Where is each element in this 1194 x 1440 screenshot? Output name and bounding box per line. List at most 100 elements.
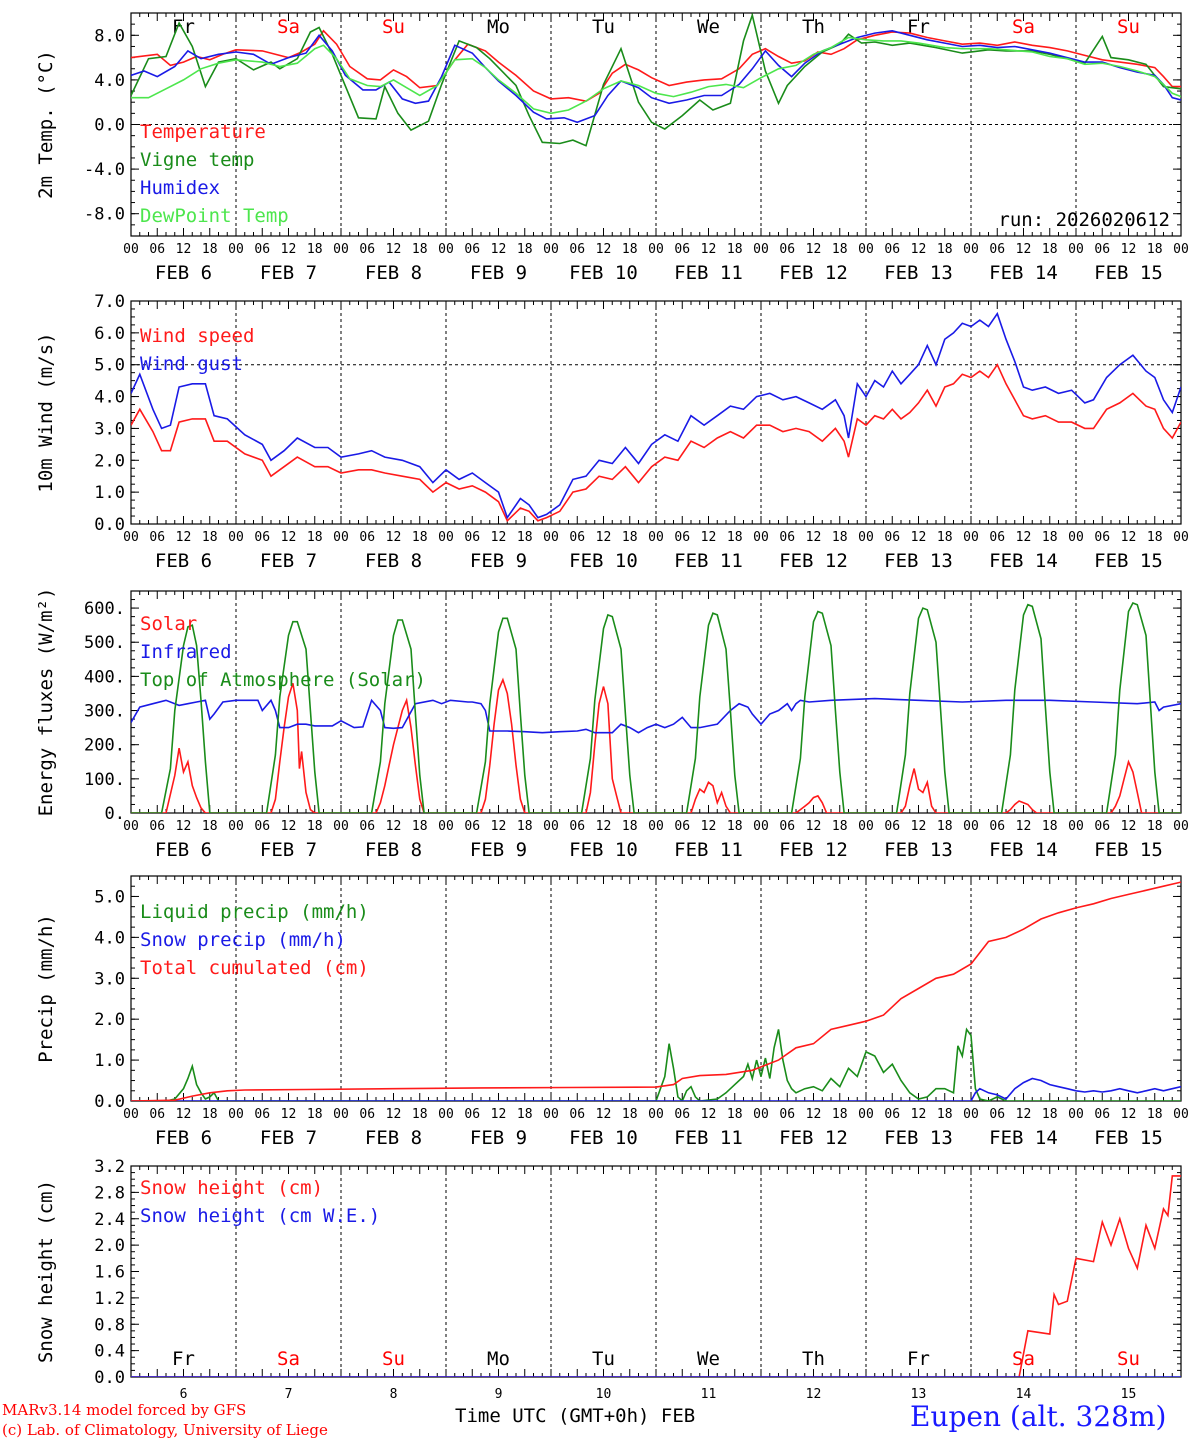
x-tick-label: 00	[543, 530, 559, 545]
panel-wind: 00 06 12 18 00 06 12 18 00 06 12 18 00 06 12 18 00 06 12 18…	[35, 292, 1189, 572]
series-line-wind-gust	[131, 311, 1181, 520]
weekday-label: Mo	[487, 16, 510, 38]
x-tick-label: 00	[858, 819, 874, 834]
date-label: FEB 9	[470, 1127, 527, 1149]
x-tick-label: 12	[1121, 819, 1137, 834]
date-label: FEB 11	[674, 262, 743, 284]
date-label: FEB 10	[569, 550, 638, 572]
date-label: FEB 8	[365, 1127, 422, 1149]
x-tick-label: 18	[202, 1107, 218, 1122]
x-tick-label: 12	[701, 242, 717, 257]
x-tick-label: 18	[937, 530, 953, 545]
x-tick-label: 06	[359, 1107, 375, 1122]
x-tick-label: 12	[491, 819, 507, 834]
x-tick-label: 12	[176, 819, 192, 834]
x-tick-label: 06	[884, 242, 900, 257]
x-tick-label: 12	[386, 242, 402, 257]
y-tick-label: 3.0	[94, 419, 125, 439]
date-label: FEB 13	[884, 262, 953, 284]
date-label: FEB 6	[155, 550, 212, 572]
date-label: FEB 11	[674, 1127, 743, 1149]
x-tick-label: 00	[123, 242, 139, 257]
y-tick-label: 3.0	[94, 969, 125, 989]
x-tick-label: 12	[701, 819, 717, 834]
y-axis-label: 2m Temp. (°C)	[35, 50, 57, 199]
x-tick-label: 00	[858, 1107, 874, 1122]
y-tick-label: 0.0	[94, 1092, 125, 1112]
panel-snow: 6 7 8 9 10 11 12 13 14 15 Fr Sa Su Mo Tu We Th Fr Sa Su 0.0 0…	[35, 1157, 1182, 1400]
series-line-temperature	[131, 29, 1181, 102]
date-label: FEB 11	[674, 550, 743, 572]
date-label: FEB 8	[365, 550, 422, 572]
x-tick-label: 18	[517, 1107, 533, 1122]
date-label: FEB 7	[260, 262, 317, 284]
y-tick-label: -4.0	[84, 160, 125, 180]
day-number-label: 14	[1016, 1387, 1032, 1400]
x-tick-label: 18	[937, 242, 953, 257]
x-tick-label: 00	[333, 819, 349, 834]
day-number-label: 8	[390, 1387, 398, 1400]
y-tick-label: 0.	[105, 804, 125, 824]
x-tick-label: 18	[727, 530, 743, 545]
x-tick-label: 06	[569, 530, 585, 545]
x-tick-label: 00	[438, 242, 454, 257]
x-tick-label: 12	[1016, 530, 1032, 545]
x-tick-label: 00	[1068, 1107, 1084, 1122]
x-tick-label: 12	[1016, 1107, 1032, 1122]
x-tick-label: 12	[596, 242, 612, 257]
legend-entry: Snow precip (mm/h)	[140, 929, 346, 951]
x-tick-label: 06	[674, 1107, 690, 1122]
x-tick-label: 12	[491, 1107, 507, 1122]
x-tick-label: 00	[228, 530, 244, 545]
x-tick-label: 00	[333, 1107, 349, 1122]
x-axis-title: Time UTC (GMT+0h) FEB	[455, 1405, 695, 1427]
x-tick-label: 12	[701, 530, 717, 545]
x-tick-label: 12	[701, 1107, 717, 1122]
x-tick-label: 00	[858, 530, 874, 545]
weekday-label: Su	[1117, 16, 1140, 38]
x-tick-label: 12	[806, 1107, 822, 1122]
x-tick-label: 00	[1173, 1107, 1189, 1122]
panel-energy: 00 06 12 18 00 06 12 18 00 06 12 18 00 06 12 18 00 06 12 18…	[35, 588, 1189, 861]
x-tick-label: 06	[254, 530, 270, 545]
panel-precip: 00 06 12 18 00 06 12 18 00 06 12 18 00 06 12 18 00 06 12 18…	[35, 875, 1189, 1149]
x-tick-label: 18	[622, 1107, 638, 1122]
date-label: FEB 7	[260, 1127, 317, 1149]
x-tick-label: 12	[1121, 1107, 1137, 1122]
x-tick-label: 00	[753, 1107, 769, 1122]
x-tick-label: 12	[911, 819, 927, 834]
date-label: FEB 15	[1094, 839, 1163, 861]
x-tick-label: 18	[832, 530, 848, 545]
x-tick-label: 06	[1094, 242, 1110, 257]
x-tick-label: 18	[517, 530, 533, 545]
weekday-label: Mo	[487, 1348, 510, 1370]
x-tick-label: 18	[727, 819, 743, 834]
x-tick-label: 18	[1042, 1107, 1058, 1122]
x-tick-label: 06	[674, 242, 690, 257]
x-tick-label: 12	[596, 1107, 612, 1122]
y-axis-label: 10m Wind (m/s)	[35, 332, 57, 492]
x-tick-label: 00	[123, 819, 139, 834]
x-tick-label: 18	[412, 242, 428, 257]
x-tick-label: 00	[858, 242, 874, 257]
x-tick-label: 00	[963, 530, 979, 545]
x-tick-label: 18	[727, 242, 743, 257]
x-tick-label: 12	[911, 530, 927, 545]
date-label: FEB 6	[155, 262, 212, 284]
x-tick-label: 00	[648, 819, 664, 834]
y-tick-label: 4.0	[94, 928, 125, 948]
series-line-humidex	[131, 29, 1181, 124]
x-tick-label: 18	[622, 819, 638, 834]
x-tick-label: 00	[123, 1107, 139, 1122]
legend-entry: Infrared	[140, 641, 232, 663]
weekday-label: Su	[382, 1348, 405, 1370]
x-tick-label: 00	[753, 242, 769, 257]
date-label: FEB 12	[779, 1127, 848, 1149]
x-tick-label: 06	[989, 242, 1005, 257]
x-tick-label: 18	[202, 242, 218, 257]
x-tick-label: 12	[281, 819, 297, 834]
x-tick-label: 18	[1147, 819, 1163, 834]
x-tick-label: 00	[753, 819, 769, 834]
date-label: FEB 12	[779, 262, 848, 284]
x-tick-label: 12	[176, 242, 192, 257]
